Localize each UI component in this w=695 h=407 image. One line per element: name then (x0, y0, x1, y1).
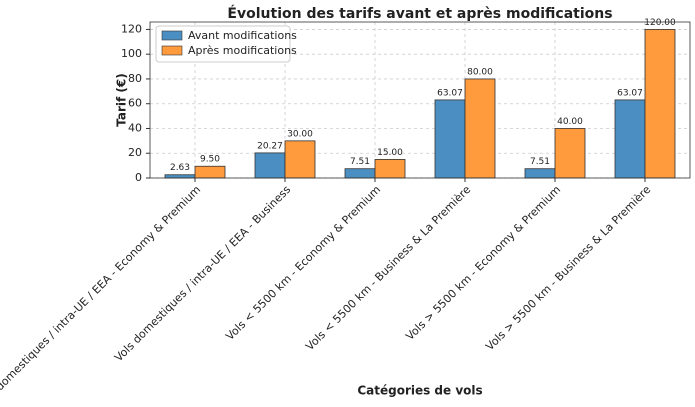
x-tick-label: Vols > 5500 km - Economy & Premium (403, 183, 563, 343)
bar (644, 29, 676, 179)
bar (344, 168, 376, 179)
x-tick-label: Vols > 5500 km - Business & La Première (483, 183, 653, 353)
bar (554, 128, 586, 179)
y-tick-label: 120 (121, 22, 142, 35)
legend-swatch (161, 30, 183, 41)
x-axis-label: Catégories de vols (357, 384, 482, 398)
value-label: 30.00 (287, 129, 313, 139)
value-label: 2.63 (170, 163, 190, 173)
value-label: 20.27 (257, 141, 283, 151)
y-tick-label: 20 (128, 146, 142, 159)
value-label: 63.07 (617, 88, 643, 98)
x-tick-label: Vols domestiques / intra-UE / EEA - Busi… (112, 183, 293, 364)
legend-box (155, 25, 291, 63)
y-tick-label: 100 (121, 47, 142, 60)
y-axis-label: Tarif (€) (115, 73, 129, 126)
plot-frame (149, 21, 691, 179)
value-label: 40.00 (557, 117, 583, 127)
value-label: 7.51 (530, 157, 550, 167)
value-label: 63.07 (437, 88, 463, 98)
bar (434, 99, 466, 179)
value-label: 7.51 (350, 157, 370, 167)
value-label: 15.00 (377, 148, 403, 158)
y-tick-label: 60 (128, 97, 142, 110)
legend-swatch (161, 45, 183, 56)
legend-label: Après modifications (188, 44, 297, 57)
chart-title: Évolution des tarifs avant et après modi… (227, 5, 612, 22)
y-tick-label: 40 (128, 121, 142, 134)
bar (374, 159, 406, 179)
value-label: 80.00 (467, 67, 493, 77)
y-tick-label: 0 (135, 171, 142, 184)
bar (524, 168, 556, 179)
bar (464, 78, 496, 179)
bar (194, 165, 226, 179)
y-tick-label: 80 (128, 72, 142, 85)
value-label: 120.00 (644, 18, 676, 28)
bar (284, 140, 316, 179)
legend-label: Avant modifications (188, 29, 297, 42)
x-tick-label: Vols < 5500 km - Economy & Premium (223, 183, 383, 343)
x-tick-label: Vols < 5500 km - Business & La Première (303, 183, 473, 353)
bar (254, 152, 286, 179)
value-label: 9.50 (200, 155, 220, 165)
bar (164, 174, 196, 179)
legend: Avant modifications Après modifications (155, 25, 297, 63)
bar (614, 99, 646, 179)
